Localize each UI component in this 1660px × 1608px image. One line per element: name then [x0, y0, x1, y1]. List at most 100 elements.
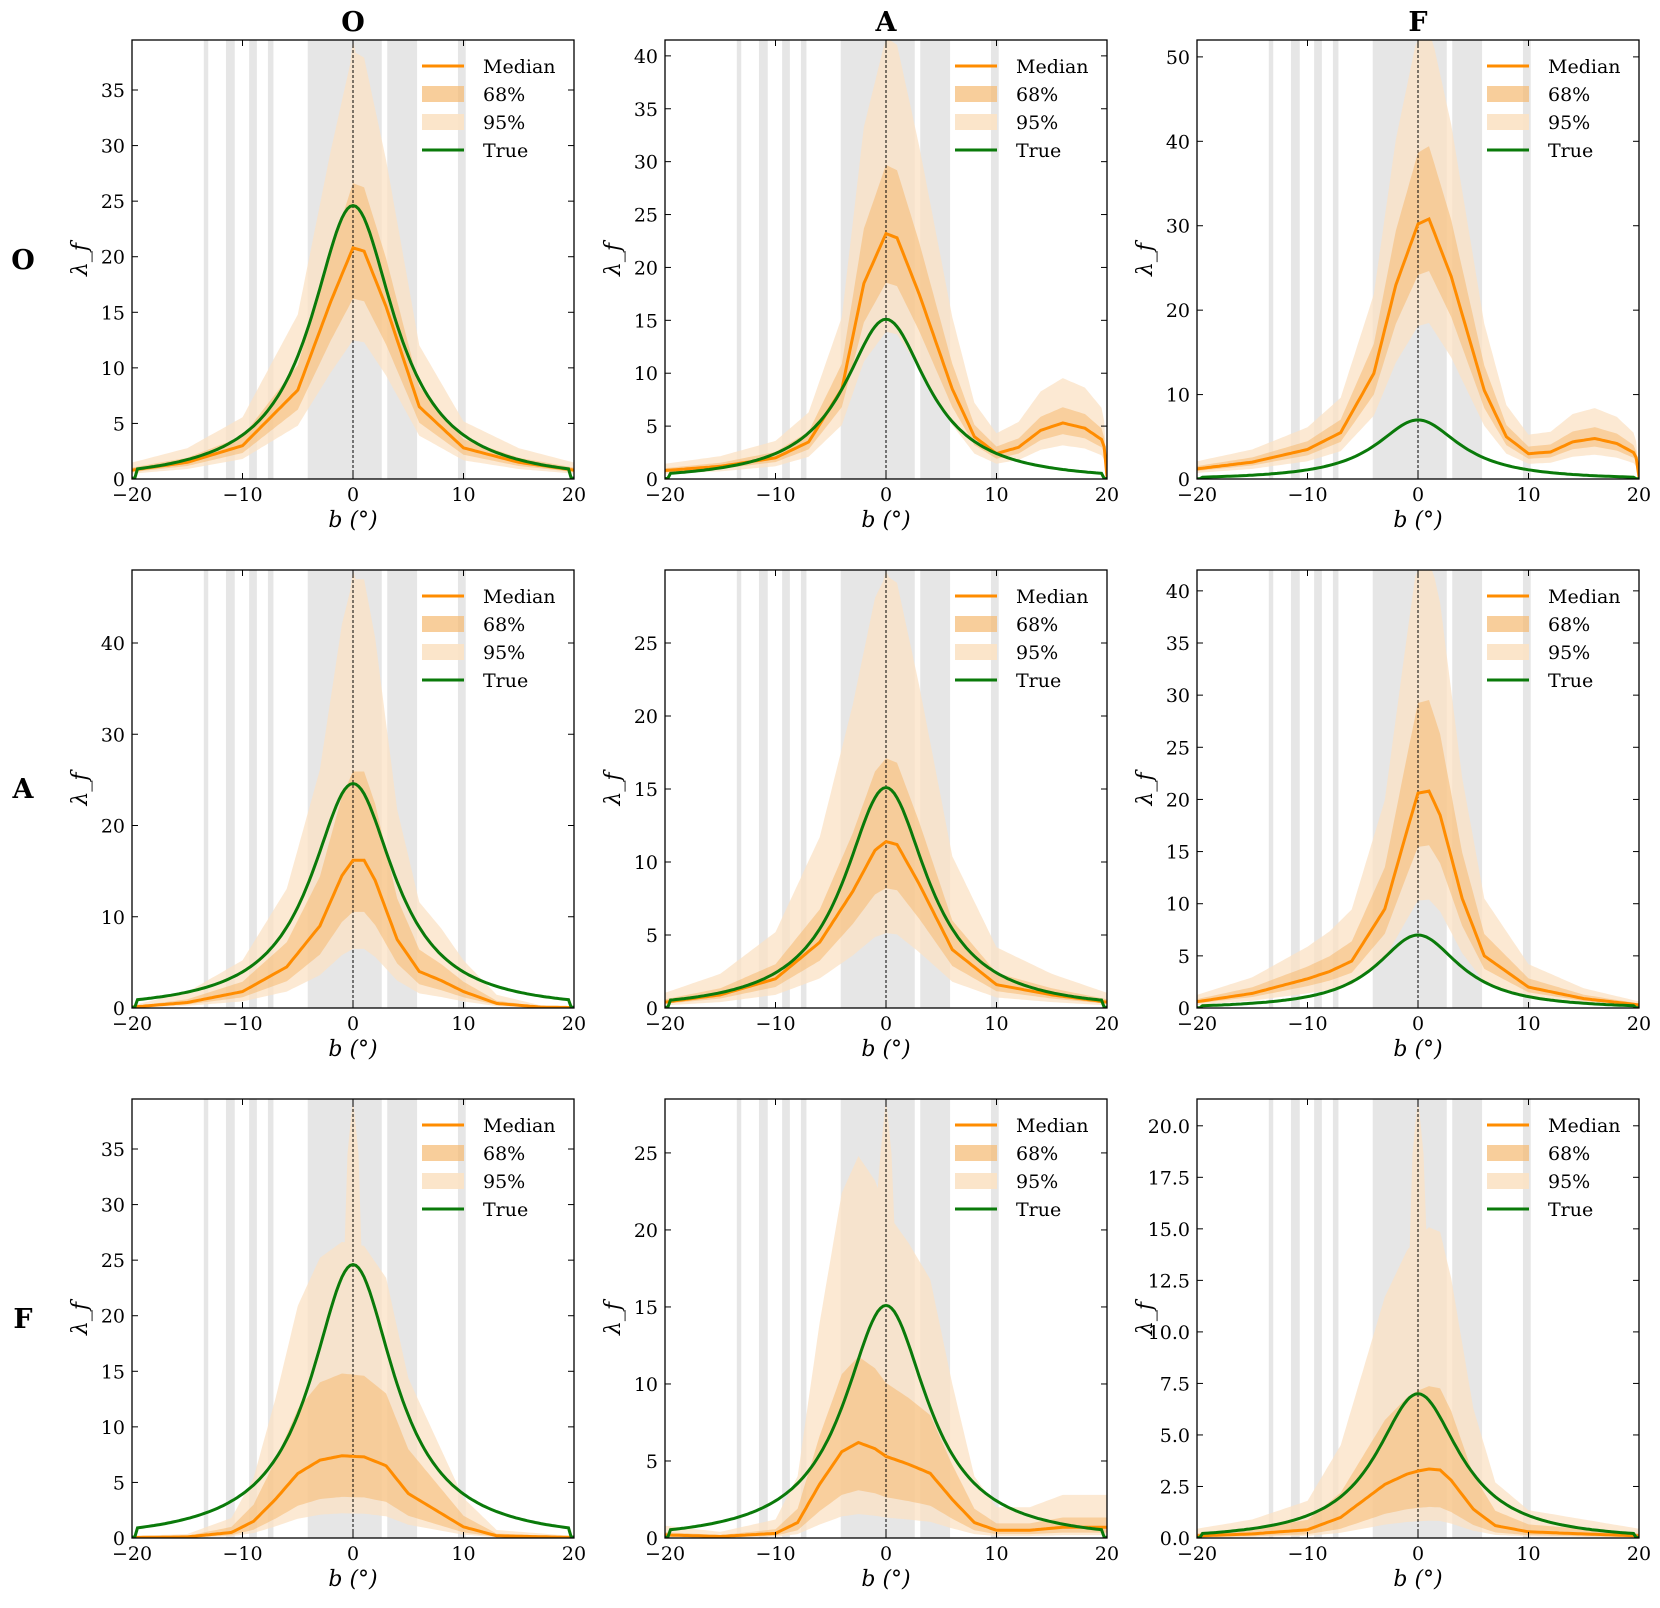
legend-median-label: Median	[1016, 56, 1089, 78]
legend-95-label: 95%	[483, 1171, 525, 1193]
masked-region	[457, 1099, 466, 1538]
x-tick-label: −20	[1177, 484, 1217, 506]
masked-region	[1314, 570, 1322, 1008]
masked-region	[1268, 570, 1274, 1008]
x-tick-label: −10	[755, 484, 795, 506]
median-line	[132, 858, 574, 1008]
x-tick-label: 20	[1627, 484, 1651, 506]
x-tick-label: −10	[755, 1543, 795, 1565]
x-tick-label: −10	[1287, 1543, 1327, 1565]
x-axis-label: b (°)	[861, 1567, 910, 1592]
x-tick-label: 20	[562, 1543, 586, 1565]
y-tick-label: 0	[646, 1528, 658, 1550]
y-tick-label: 15	[634, 310, 658, 332]
legend-68-label: 68%	[1016, 84, 1058, 106]
y-tick-label: 30	[101, 1195, 125, 1217]
masked-region	[1522, 40, 1531, 479]
y-tick-label: 10	[634, 1374, 658, 1396]
legend-true-label: True	[1016, 140, 1061, 162]
y-tick-label: 10	[634, 852, 658, 874]
legend-68-label: 68%	[483, 84, 525, 106]
true-line	[665, 1303, 1107, 1538]
legend-true-label: True	[1548, 140, 1593, 162]
y-tick-label: 15	[634, 1297, 658, 1319]
y-tick-label: 20	[101, 247, 125, 269]
y-tick-label: 30	[101, 136, 125, 158]
x-tick-label: −10	[1287, 484, 1327, 506]
x-tick-label: 20	[1095, 484, 1119, 506]
y-tick-label: 2.5	[1160, 1476, 1190, 1498]
legend-true-label: True	[1016, 1199, 1061, 1221]
masked-region	[782, 1099, 790, 1538]
masked-region	[736, 570, 742, 1008]
y-axis-label: λ_f	[601, 769, 626, 807]
legend-68-swatch	[955, 616, 997, 632]
masked-region	[1332, 1099, 1339, 1538]
masked-region	[782, 40, 790, 479]
legend-68-label: 68%	[1016, 1143, 1058, 1165]
masked-region	[1268, 1099, 1274, 1538]
panel-a-f: −20 −10 0 10 20 0 5 10 15 20 25 30 35 40 b (°) λ_f Media…	[1133, 569, 1651, 1062]
y-tick-label: 15	[634, 779, 658, 801]
legend-68-swatch	[422, 1145, 464, 1161]
legend-95-swatch	[1487, 644, 1529, 660]
masked-region	[1314, 1099, 1322, 1538]
x-tick-label: 0	[347, 1543, 359, 1565]
panel-o-o: −20 −10 0 10 20 0 5 10 15 20 25 30 35 b (°) λ_f Median 6…	[68, 39, 586, 533]
x-tick-label: 0	[1412, 1013, 1424, 1035]
true-line	[665, 317, 1107, 479]
x-tick-label: −20	[645, 484, 685, 506]
y-tick-label: 30	[634, 152, 658, 174]
col-title-f: F	[1408, 7, 1427, 38]
x-tick-label: 0	[1412, 1543, 1424, 1565]
masked-region	[1290, 1099, 1300, 1538]
legend-median-label: Median	[1548, 586, 1621, 608]
x-tick-label: −20	[645, 1013, 685, 1035]
x-tick-label: 20	[1095, 1543, 1119, 1565]
band-95	[132, 1099, 574, 1538]
median-line	[1197, 216, 1639, 478]
legend-68-label: 68%	[483, 614, 525, 636]
legend-95-swatch	[955, 644, 997, 660]
y-tick-label: 35	[1166, 633, 1190, 655]
true-line	[132, 781, 574, 1008]
y-tick-label: 30	[101, 724, 125, 746]
legend-true-label: True	[483, 1199, 528, 1221]
x-tick-label: −20	[645, 1543, 685, 1565]
x-tick-label: −10	[755, 1013, 795, 1035]
x-tick-label: 20	[562, 1013, 586, 1035]
legend-median-label: Median	[1548, 56, 1621, 78]
y-tick-label: 15	[101, 302, 125, 324]
y-tick-label: 40	[101, 633, 125, 655]
x-tick-label: −10	[222, 1543, 262, 1565]
panel-o-f: −20 −10 0 10 20 0 10 20 30 40 50 b (°) λ_f Median 68% 9…	[1133, 39, 1651, 533]
panel-f-a: −20 −10 0 10 20 0 5 10 15 20 25 b (°) λ_f Median 68% 95…	[601, 1098, 1119, 1592]
y-tick-label: 35	[101, 1139, 125, 1161]
y-tick-label: 20	[1166, 300, 1190, 322]
y-tick-label: 0	[1178, 469, 1190, 491]
masked-region	[1268, 40, 1274, 479]
y-tick-label: 5	[646, 925, 658, 947]
x-tick-label: 10	[1516, 484, 1540, 506]
y-tick-label: 25	[101, 191, 125, 213]
legend-95-swatch	[1487, 114, 1529, 130]
median-line	[132, 245, 574, 472]
y-axis-label: λ_f	[601, 239, 626, 277]
legend-median-label: Median	[483, 586, 556, 608]
y-tick-label: 0	[113, 1528, 125, 1550]
x-tick-label: −10	[222, 1013, 262, 1035]
masked-region	[203, 40, 209, 479]
x-axis-label: b (°)	[1393, 1037, 1442, 1062]
masked-region	[800, 40, 807, 479]
x-tick-label: 10	[451, 1543, 475, 1565]
legend-true-label: True	[483, 670, 528, 692]
masked-region	[990, 40, 999, 479]
x-tick-label: 10	[984, 1543, 1008, 1565]
y-tick-label: 40	[1166, 581, 1190, 603]
masked-region	[782, 570, 790, 1008]
x-axis-label: b (°)	[1393, 1567, 1442, 1592]
y-tick-label: 17.5	[1148, 1167, 1190, 1189]
y-tick-label: 30	[1166, 685, 1190, 707]
x-axis-label: b (°)	[861, 508, 910, 533]
